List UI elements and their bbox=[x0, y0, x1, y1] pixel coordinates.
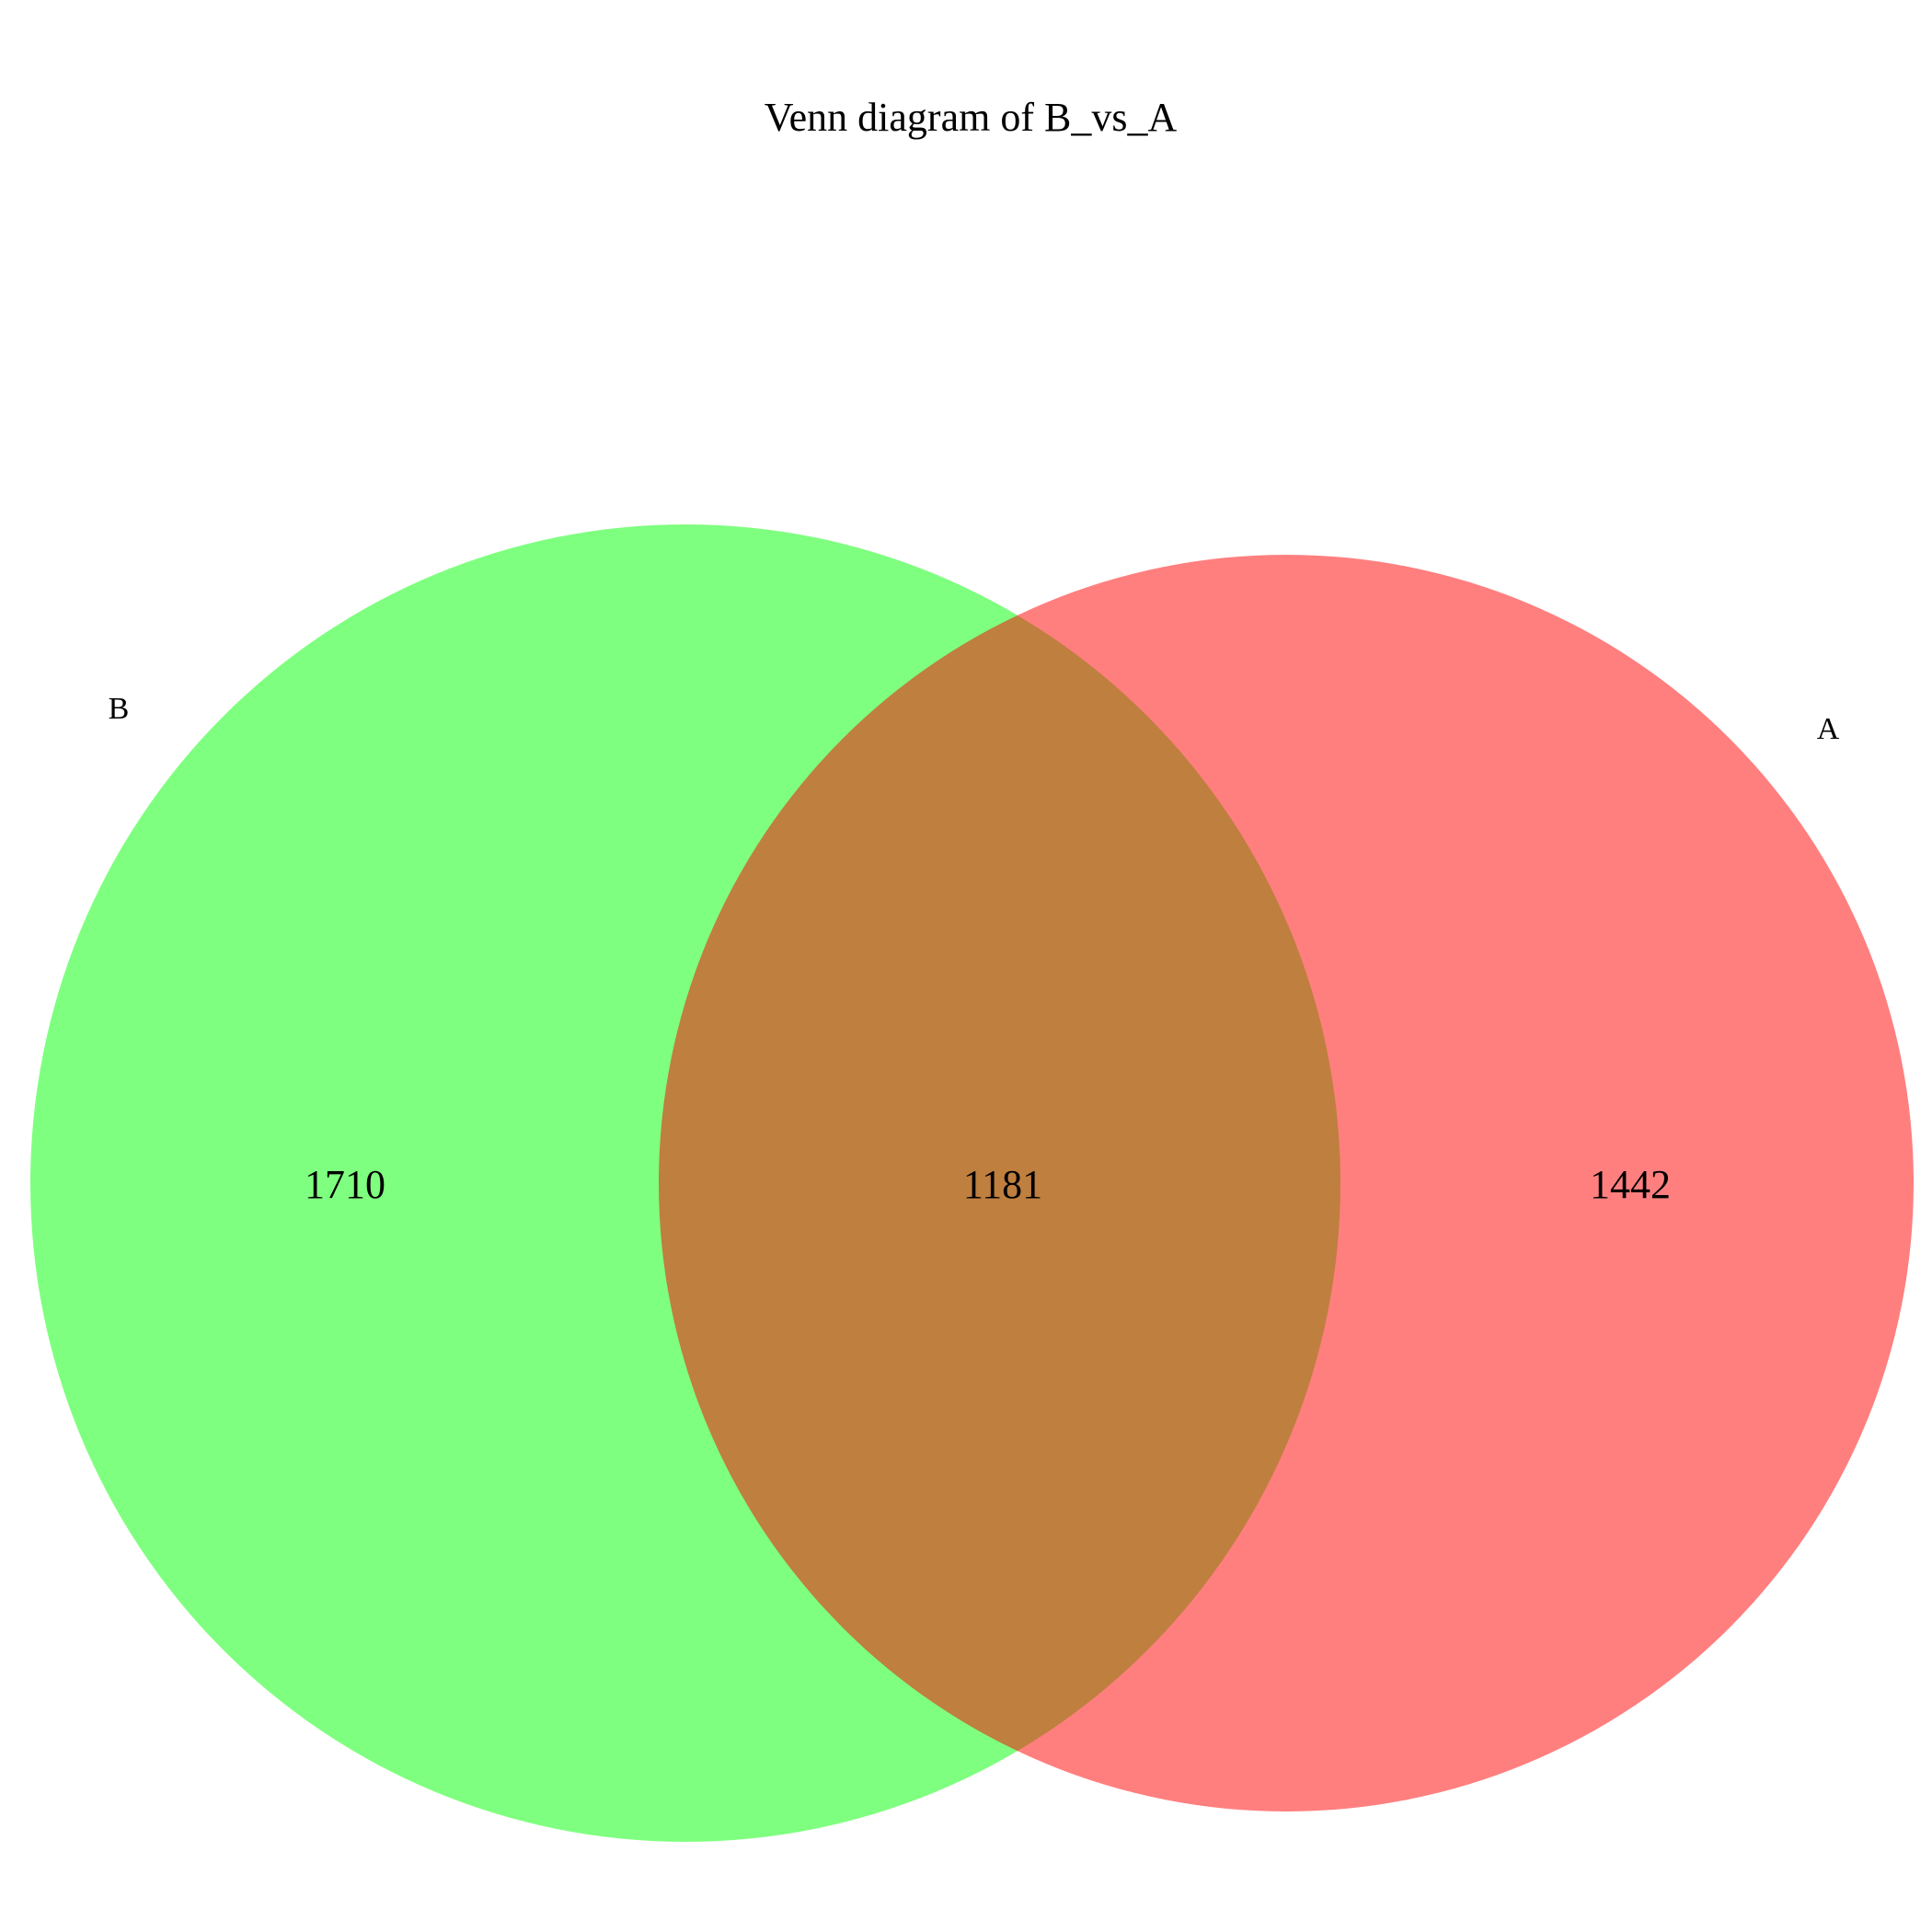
only-b-count: 1710 bbox=[305, 1162, 385, 1207]
only-a-count: 1442 bbox=[1590, 1162, 1671, 1207]
set-a-label: A bbox=[1817, 712, 1840, 746]
set-b-label: B bbox=[109, 692, 130, 726]
set-a-circle bbox=[659, 555, 1914, 1811]
intersection-count: 1181 bbox=[963, 1162, 1042, 1207]
diagram-title: Venn diagram of B_vs_A bbox=[765, 95, 1178, 140]
venn-circles bbox=[30, 524, 1914, 1842]
